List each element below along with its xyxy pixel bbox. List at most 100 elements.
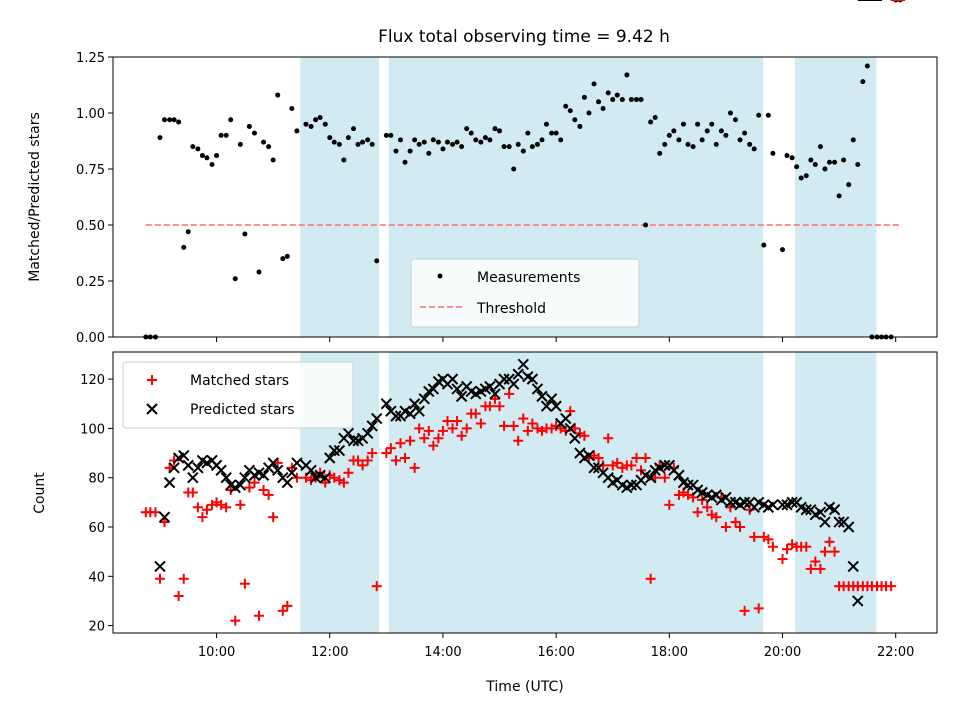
matched-point xyxy=(409,462,420,473)
measurement-point xyxy=(464,126,470,132)
measurement-point xyxy=(308,123,314,129)
measurement-point xyxy=(704,128,710,134)
matched-point xyxy=(159,517,170,528)
measurement-point xyxy=(662,141,668,147)
measurement-point xyxy=(162,117,167,123)
matched-point xyxy=(405,435,416,446)
measurement-point xyxy=(817,144,823,150)
measurement-point xyxy=(478,139,484,145)
ratio-plot-frame xyxy=(112,56,938,338)
measurement-point xyxy=(345,135,351,141)
matched-point xyxy=(522,425,533,436)
matched-point xyxy=(258,485,269,496)
measurement-point xyxy=(879,334,885,340)
measurement-point xyxy=(539,137,545,143)
measurement-point xyxy=(322,121,328,127)
y-tick-label: 60 xyxy=(88,521,105,536)
measurement-point xyxy=(218,132,224,138)
matched-point xyxy=(239,578,250,589)
measurement-point xyxy=(393,148,399,154)
measurement-point xyxy=(860,79,866,85)
matched-point xyxy=(192,502,203,513)
matched-point xyxy=(201,504,212,515)
measurement-point xyxy=(727,110,733,116)
measurement-point xyxy=(501,144,507,150)
matched-point xyxy=(197,512,208,523)
measurement-point xyxy=(459,144,465,150)
matched-point xyxy=(433,433,444,444)
measurement-point xyxy=(676,137,682,143)
measurement-point xyxy=(770,150,776,156)
predicted-point xyxy=(833,516,845,528)
measurement-point xyxy=(336,141,342,147)
predicted-point xyxy=(786,496,798,509)
measurement-point xyxy=(577,123,583,129)
matched-point xyxy=(815,563,826,574)
matched-point xyxy=(593,452,604,463)
matched-point xyxy=(414,423,425,434)
legend-measurements-marker xyxy=(437,273,443,279)
measurement-point xyxy=(685,141,691,147)
x-tick-label: 10:00 xyxy=(198,645,235,660)
measurement-point xyxy=(666,132,672,138)
ratio-panel: 0.00 0.25 0.50 0.75 1.00 1.25 Matched/Predict… xyxy=(27,0,938,346)
measurement-point xyxy=(534,141,540,147)
matched-point xyxy=(645,573,656,584)
measurement-point xyxy=(181,244,187,250)
predicted-point xyxy=(333,444,346,457)
predicted-point xyxy=(328,444,340,457)
measurement-point xyxy=(237,141,243,147)
predicted-point xyxy=(158,511,171,523)
measurement-point xyxy=(402,159,408,165)
predicted-point xyxy=(267,457,279,469)
measurement-point xyxy=(718,128,724,134)
predicted-points xyxy=(154,0,883,607)
legend-matched-label: Matched stars xyxy=(190,373,289,389)
measurement-point xyxy=(444,139,450,145)
count-x-ticks: 10:00 12:00 14:00 16:00 18:00 20:00 22:00 xyxy=(198,633,914,660)
predicted-point xyxy=(271,464,284,477)
measurement-point xyxy=(794,164,800,170)
matched-point xyxy=(211,497,222,508)
measurement-point xyxy=(751,146,757,152)
predicted-point xyxy=(234,479,247,491)
matched-point xyxy=(739,605,750,616)
predicted-point xyxy=(286,467,298,479)
measurement-point xyxy=(242,231,248,237)
measurement-point xyxy=(619,97,625,103)
matched-point xyxy=(735,522,746,533)
predicted-point xyxy=(814,506,827,518)
count-plot-frame xyxy=(112,351,938,634)
predicted-point xyxy=(738,496,751,509)
matched-point xyxy=(470,408,481,419)
predicted-point xyxy=(163,476,176,489)
measurement-point xyxy=(784,153,790,159)
matched-point xyxy=(282,600,293,611)
predicted-point xyxy=(324,452,336,464)
measurement-point xyxy=(567,108,573,114)
matched-point xyxy=(664,499,675,510)
measurement-point xyxy=(360,139,366,145)
predicted-point xyxy=(182,459,194,472)
measurement-point xyxy=(832,159,838,165)
matched-point xyxy=(640,452,651,463)
measurement-point xyxy=(544,121,550,127)
measurement-point xyxy=(374,258,380,264)
predicted-point xyxy=(192,462,204,474)
matched-point xyxy=(767,541,778,552)
matched-point xyxy=(819,546,830,557)
matched-point xyxy=(221,502,232,513)
measurement-point xyxy=(176,119,182,125)
x-axis-label: Time (UTC) xyxy=(485,679,563,695)
measurement-point xyxy=(214,153,220,159)
measurement-point xyxy=(723,132,729,138)
matched-point xyxy=(249,477,260,488)
y-tick-label: 0.75 xyxy=(76,163,105,178)
matched-point xyxy=(381,448,392,459)
predicted-point xyxy=(239,472,251,484)
measurement-point xyxy=(864,63,870,69)
predicted-point xyxy=(178,449,190,462)
matched-point xyxy=(390,455,401,466)
matched-point xyxy=(291,472,302,483)
predicted-point xyxy=(507,378,520,390)
